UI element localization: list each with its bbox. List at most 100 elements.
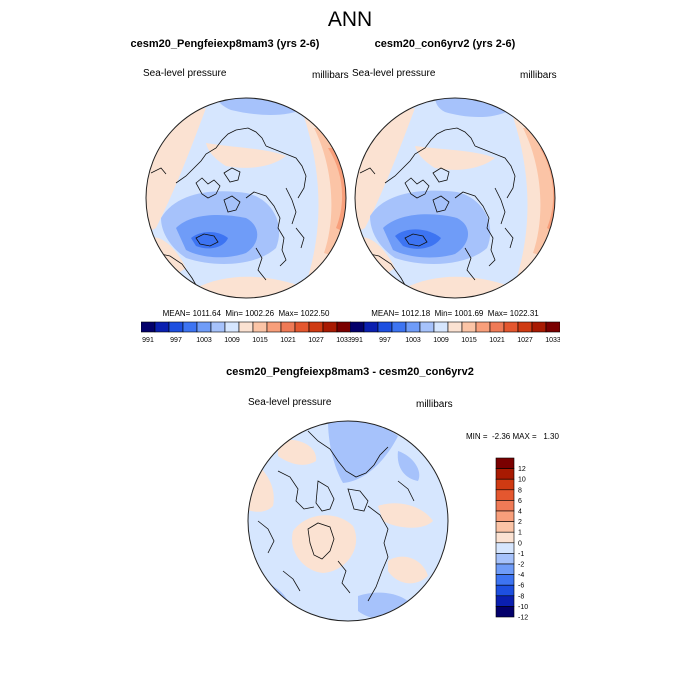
colorbar-2-boxes	[350, 321, 560, 333]
colorbar-box-4	[495, 500, 515, 512]
panel-2-units-label: millibars	[520, 70, 557, 81]
colorbar-tick-label: 0	[518, 540, 522, 547]
colorbar-tick-label: 1	[518, 530, 522, 537]
colorbar-box--10	[495, 595, 515, 607]
slp-high-south	[405, 276, 515, 298]
panel-2-title: cesm20_con6yrv2 (yrs 2-6)	[374, 38, 516, 50]
colorbar-2-labels: 991 997 1003 1009 1015 1021 1027 1033	[351, 337, 560, 344]
colorbar-tick-label: -2	[518, 562, 524, 569]
colorbar-box-1033	[336, 321, 351, 333]
colorbar-tick-label: 12	[518, 466, 526, 473]
colorbar-box-1027	[308, 321, 324, 333]
colorbar-tick-label: 6	[518, 498, 522, 505]
colorbar-tick-label: -1	[518, 551, 524, 558]
colorbar-tick-label: 1033	[545, 337, 560, 344]
coastlines	[257, 430, 415, 602]
colorbar-tick-label: -10	[518, 604, 528, 611]
colorbar-box-1030	[322, 321, 338, 333]
colorbar-tick-label: 4	[518, 509, 522, 516]
colorbar-box-1024	[503, 321, 519, 333]
colorbar-tick-label: 2	[518, 519, 522, 526]
colorbar-box-1030	[531, 321, 547, 333]
colorbar-tick-label: 1033	[336, 337, 351, 344]
colorbar-box--6	[495, 574, 515, 586]
colorbar-box-994	[363, 321, 379, 333]
colorbar-box-8	[495, 478, 515, 491]
map-frame	[247, 420, 449, 622]
colorbar-box-1003	[196, 321, 212, 333]
colorbar-tick-label: 1009	[224, 337, 240, 344]
slp-high-north-america	[415, 146, 495, 170]
colorbar-box-997	[168, 321, 184, 333]
colorbar-tick-label: 8	[518, 487, 522, 494]
map-frame	[145, 97, 347, 299]
colorbar-tick-label: 1015	[252, 337, 268, 344]
colorbar-tick-label: 991	[351, 337, 363, 344]
panel-1-units-label: millibars	[312, 70, 349, 81]
colorbar-1-boxes	[141, 321, 351, 333]
colorbar-tick-label: 997	[170, 337, 182, 344]
slp-low-icelandic-core	[395, 229, 441, 249]
colorbar-tick-label: 1003	[196, 337, 212, 344]
colorbar-box-991	[350, 321, 365, 333]
colorbar-tick-label: 997	[379, 337, 391, 344]
figure-title: ANN	[327, 8, 373, 31]
colorbar-tick-label: 1009	[433, 337, 449, 344]
coastlines	[359, 127, 516, 293]
colorbar-box--12	[495, 606, 515, 618]
colorbar-box-10	[495, 468, 515, 480]
slp-high-north-america	[206, 143, 286, 168]
diff-negative-north	[328, 421, 398, 483]
coastlines	[150, 127, 307, 293]
panel-1-title: cesm20_Pengfeiexp8mam3 (yrs 2-6)	[130, 38, 320, 50]
colorbar-box-1012	[238, 321, 254, 333]
colorbar-box-994	[154, 321, 170, 333]
colorbar-tick-label: -12	[518, 615, 528, 622]
diff-positive-east	[378, 503, 433, 528]
polar-map-1	[145, 97, 347, 299]
panel-2-stats: MEAN= 1012.18 Min= 1001.69 Max= 1022.31	[371, 309, 539, 318]
colorbar-tick-label: -4	[518, 572, 524, 579]
colorbar-box-997	[377, 321, 393, 333]
colorbar-box-6	[495, 489, 515, 501]
slp-low-north	[216, 98, 306, 115]
polar-map-2	[354, 97, 556, 299]
colorbar-tick-label: 1027	[308, 337, 324, 344]
panel-1-stats: MEAN= 1011.64 Min= 1002.26 Max= 1022.50	[162, 309, 330, 318]
colorbar-tick-label: 1015	[461, 337, 477, 344]
colorbar-box-1024	[294, 321, 310, 333]
map-frame	[354, 97, 556, 299]
colorbar-box-1015	[461, 321, 477, 333]
colorbar-tick-label: -6	[518, 583, 524, 590]
colorbar-box-1033	[545, 321, 560, 333]
colorbar-box-1018	[475, 321, 491, 333]
colorbar-box-1009	[433, 321, 449, 333]
colorbar-tick-label: 991	[142, 337, 154, 344]
colorbar-box-1021	[280, 321, 296, 333]
colorbar-tick-label: 1021	[489, 337, 505, 344]
colorbar-tick-label: 10	[518, 477, 526, 484]
colorbar-2: 991 997 1003 1009 1015 1021 1027 1033	[350, 321, 560, 344]
colorbar-box-12	[495, 457, 515, 469]
diff-negative-northeast	[397, 451, 420, 481]
colorbar-box-2	[495, 510, 515, 522]
colorbar-1: 991 997 1003 1009 1015 1021 1027 1033	[141, 321, 351, 344]
panel-3-units-label: millibars	[416, 399, 453, 410]
colorbar-3-boxes	[495, 457, 515, 618]
colorbar-tick-label: 1027	[517, 337, 533, 344]
colorbar-box--2	[495, 553, 515, 565]
colorbar-box-1021	[489, 321, 505, 333]
colorbar-box--4	[495, 563, 515, 575]
colorbar-box-1006	[210, 321, 226, 333]
colorbar-tick-label: -8	[518, 593, 524, 600]
colorbar-box-1015	[252, 321, 268, 333]
colorbar-box-1006	[419, 321, 435, 333]
colorbar-tick-label: 1003	[405, 337, 421, 344]
panel-1-variable-label: Sea-level pressure	[143, 68, 227, 79]
slp-high-south	[196, 276, 306, 298]
colorbar-box-1012	[447, 321, 463, 333]
colorbar-box--1	[495, 542, 515, 554]
colorbar-box-1000	[391, 321, 407, 333]
panel-3-minmax: MIN = -2.36 MAX = 1.30	[466, 432, 559, 441]
colorbar-box-1018	[266, 321, 282, 333]
